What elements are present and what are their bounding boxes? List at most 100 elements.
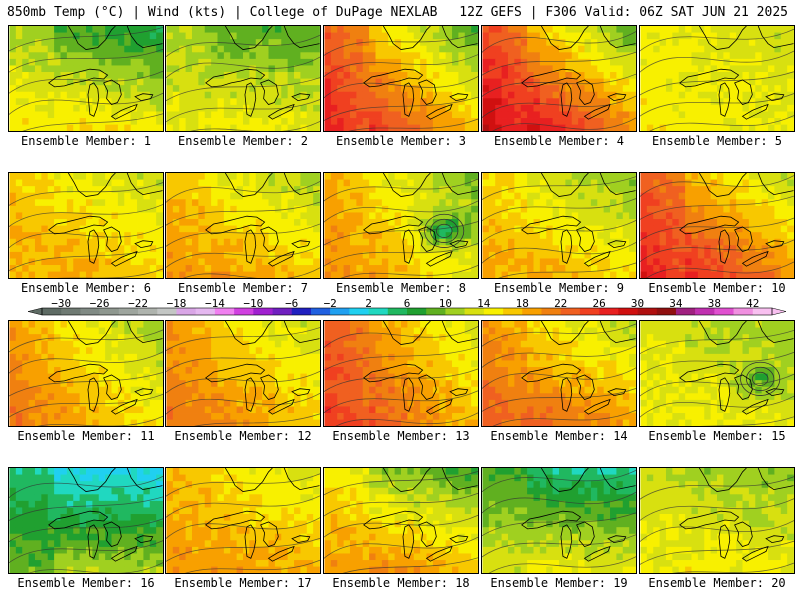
temperature-map (165, 25, 321, 132)
colorbar-tick-label: 14 (477, 297, 491, 310)
header: 850mb Temp (°C) | Wind (kts) | College o… (0, 0, 800, 24)
temperature-field (166, 26, 320, 131)
colorbar-bin (61, 308, 81, 315)
temperature-map (8, 467, 164, 574)
member-number: 16 (140, 576, 155, 590)
ensemble-member-panel: Ensemble Member: 20 (639, 467, 795, 590)
colorbar-bin (310, 308, 331, 315)
ensemble-member-label: Ensemble Member: 3 (317, 134, 485, 148)
great-lakes-coastline (363, 468, 478, 562)
temperature-map (481, 467, 637, 574)
member-number: 6 (143, 281, 152, 295)
member-number: 1 (143, 134, 152, 148)
height-contours (482, 469, 636, 573)
colorbar-max-arrow (771, 307, 787, 316)
member-label-prefix: Ensemble Member: (493, 134, 617, 148)
colorbar-bin (99, 308, 120, 315)
ensemble-member-panel: Ensemble Member: 9 (481, 172, 637, 295)
member-number: 18 (455, 576, 470, 590)
temperature-field (9, 468, 163, 573)
ensemble-member-panel: Ensemble Member: 12 (165, 320, 321, 443)
member-label-prefix: Ensemble Member: (648, 281, 772, 295)
height-contours (640, 28, 794, 131)
great-lakes-coastline (48, 321, 163, 415)
great-lakes-coastline (205, 173, 320, 267)
height-contours (640, 476, 794, 573)
member-label-prefix: Ensemble Member: (335, 134, 459, 148)
temperature-field (324, 468, 478, 573)
great-lakes-coastline (679, 26, 794, 120)
colorbar-tick-label: 38 (707, 297, 722, 310)
ensemble-member-label: Ensemble Member: 16 (2, 576, 170, 590)
temperature-field (640, 321, 794, 426)
member-label-prefix: Ensemble Member: (177, 281, 301, 295)
temperature-map (323, 320, 479, 427)
colorbar-tick-label: 2 (365, 297, 372, 310)
member-number: 5 (774, 134, 783, 148)
ensemble-member-panel: Ensemble Member: 18 (323, 467, 479, 590)
member-label-prefix: Ensemble Member: (335, 281, 459, 295)
member-number: 13 (455, 429, 470, 443)
model-run-info: 12Z GEFS | F306 Valid: 06Z SAT JUN 21 20… (459, 5, 788, 20)
colorbar-bin (464, 308, 485, 315)
member-number: 20 (771, 576, 786, 590)
ensemble-member-label: Ensemble Member: 19 (475, 576, 643, 590)
member-label-prefix: Ensemble Member: (493, 281, 617, 295)
colorbar-tick-label: 26 (592, 297, 606, 310)
temperature-field (482, 173, 636, 278)
colorbar-tick-label: −2 (323, 297, 337, 310)
member-label-prefix: Ensemble Member: (17, 576, 141, 590)
temperature-map (481, 172, 637, 279)
member-label-prefix: Ensemble Member: (332, 429, 456, 443)
colorbar-tick-label: −14 (204, 297, 225, 310)
temperature-map (639, 172, 795, 279)
colorbar-bin (579, 308, 600, 315)
temperature-map (323, 467, 479, 574)
temperature-field (324, 26, 478, 131)
temperature-map (165, 467, 321, 574)
temperature-field (482, 26, 636, 131)
temperature-field (324, 173, 478, 278)
member-label-prefix: Ensemble Member: (174, 576, 298, 590)
colorbar-bin (675, 308, 696, 315)
ensemble-member-label: Ensemble Member: 4 (475, 134, 643, 148)
colorbar-bin (637, 308, 658, 315)
ensemble-member-panel: Ensemble Member: 16 (8, 467, 164, 590)
ensemble-member-panel: Ensemble Member: 17 (165, 467, 321, 590)
temperature-field (640, 173, 794, 278)
temperature-map (8, 172, 164, 279)
member-number: 14 (613, 429, 628, 443)
colorbar-bin (368, 308, 389, 315)
great-lakes-coastline (521, 321, 636, 415)
ensemble-member-label: Ensemble Member: 13 (317, 429, 485, 443)
temperature-map (639, 320, 795, 427)
colorbar-bin (483, 308, 504, 315)
ensemble-member-panel: Ensemble Member: 5 (639, 25, 795, 148)
height-contours (9, 329, 163, 426)
height-contours (324, 325, 478, 426)
great-lakes-coastline (48, 468, 163, 562)
great-lakes-coastline (363, 321, 478, 415)
ensemble-member-label: Ensemble Member: 6 (2, 281, 170, 295)
colorbar-bin (599, 308, 619, 315)
ensemble-member-label: Ensemble Member: 5 (633, 134, 800, 148)
great-lakes-coastline (205, 26, 320, 120)
ensemble-member-panel: Ensemble Member: 13 (323, 320, 479, 443)
temperature-field (640, 468, 794, 573)
member-label-prefix: Ensemble Member: (490, 576, 614, 590)
ensemble-member-label: Ensemble Member: 1 (2, 134, 170, 148)
colorbar-tick-label: 30 (630, 297, 645, 310)
colorbar-bin (695, 308, 715, 315)
member-label-prefix: Ensemble Member: (20, 134, 144, 148)
colorbar-bin (407, 308, 427, 315)
great-lakes-coastline (521, 26, 636, 120)
colorbar-bin (714, 308, 734, 315)
colorbar-tick-label: −30 (51, 297, 72, 310)
great-lakes-coastline (679, 173, 794, 267)
ensemble-member-label: Ensemble Member: 10 (633, 281, 800, 295)
colorbar-tick-labels: −30 −26 −22 −18 −14 −10 −6 −2 2 6 10 14 18 22 26 30 34 38… (0, 297, 800, 310)
height-contours (166, 326, 320, 426)
ensemble-member-panel: Ensemble Member: 2 (165, 25, 321, 148)
colorbar-bin (445, 308, 465, 315)
colorbar-tick-label: −10 (243, 297, 264, 310)
